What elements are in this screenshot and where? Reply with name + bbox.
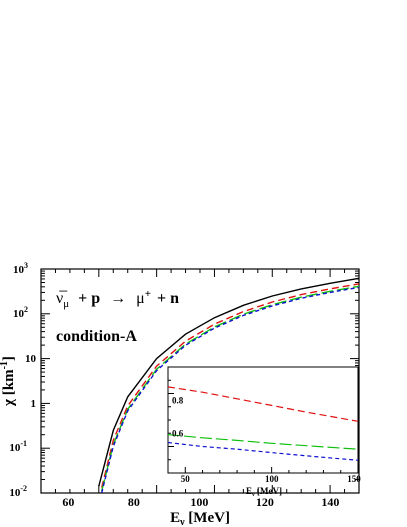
inset-y-tick-label: 0.8 bbox=[172, 395, 184, 405]
x-tick-label: 140 bbox=[321, 495, 339, 509]
inset-x-tick-label: 100 bbox=[265, 474, 279, 484]
inset-series-line-1 bbox=[167, 434, 359, 450]
inset-series-line-0 bbox=[167, 386, 359, 422]
series-line-1 bbox=[101, 283, 360, 488]
x-tick-label: 80 bbox=[128, 495, 140, 509]
x-tick-label: 60 bbox=[62, 495, 74, 509]
inset-x-tick-label: 150 bbox=[347, 474, 361, 484]
y-tick-label: 1 bbox=[31, 398, 37, 410]
series-line-2 bbox=[101, 285, 360, 492]
condition-label: condition-A bbox=[56, 328, 137, 345]
y-tick-label: 10-1 bbox=[9, 439, 27, 454]
x-tick-label: 120 bbox=[256, 495, 274, 509]
reaction-annotation: ν̅μ + p → μ+ + n bbox=[56, 288, 179, 310]
inset-ticks bbox=[168, 379, 359, 473]
y-axis-label: χ [km-1] bbox=[0, 356, 17, 407]
x-tick-label: 100 bbox=[190, 495, 208, 509]
y-tick-label: 10-2 bbox=[9, 484, 27, 499]
main-ticks bbox=[40, 268, 360, 494]
inset-plot: 50 100 150 0.6 0.8 Eν [MeV] bbox=[167, 366, 361, 498]
x-axis-label: Eν [MeV] bbox=[170, 510, 230, 527]
y-tick-label: 10 bbox=[25, 353, 37, 365]
series-line-0 bbox=[98, 277, 360, 487]
inset-plot-background bbox=[167, 366, 359, 474]
main-series-group bbox=[98, 277, 360, 493]
inset-y-tick-label: 0.6 bbox=[172, 428, 184, 438]
y-tick-label: 102 bbox=[13, 305, 28, 320]
inset-x-axis-label: Eν [MeV] bbox=[246, 486, 282, 498]
y-tick-label: 103 bbox=[13, 261, 28, 276]
series-line-3 bbox=[101, 286, 360, 493]
inset-x-tick-label: 50 bbox=[181, 474, 191, 484]
inset-series-group bbox=[167, 386, 359, 461]
main-plot: 60 80 100 120 140 10-2 10-1 1 10 102 103… bbox=[0, 261, 360, 527]
inset-series-line-2 bbox=[167, 441, 359, 461]
